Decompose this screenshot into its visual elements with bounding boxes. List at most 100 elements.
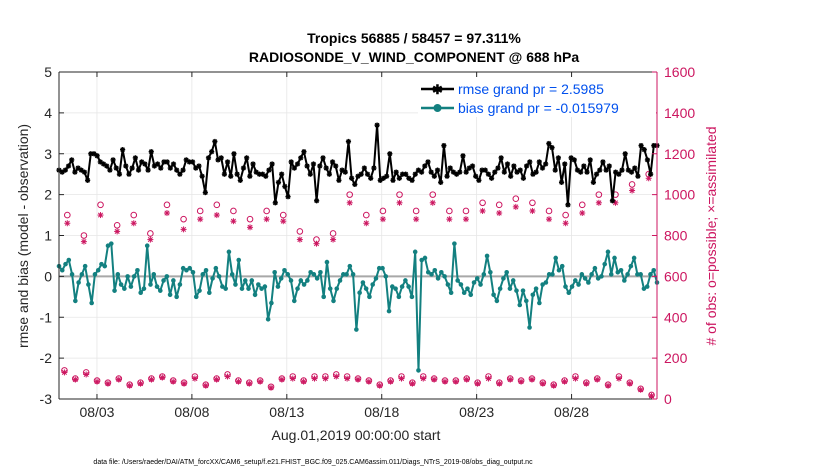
bias-point-75 [301,282,307,287]
legend-bias-label: bias grand pr = -0.015979 [458,100,619,116]
x-tick-label-4: 08/23 [459,404,494,420]
rmse-point-152-stroke-3 [540,165,545,171]
rmse-point-1 [59,169,65,175]
bias-point-172 [618,267,624,273]
obs-large-possible-29 [545,207,553,215]
bias-point-23 [131,274,137,279]
left-tick-label-3: 0 [44,268,52,284]
obs-small-assimilated-24-stroke-3 [322,376,328,382]
bias-point-177 [635,272,640,277]
rmse-point-49-stroke-3 [212,139,218,144]
obs-count-markers-large [64,170,652,247]
rmse-point-59-stroke-3 [244,155,250,161]
rmse-point-135-stroke-3 [486,171,491,177]
rmse-point-100 [374,122,380,128]
obs-small-assimilated-36-stroke-3 [453,379,459,385]
obs-large-possible-11 [246,215,254,223]
right-tick-label-4: 800 [664,228,688,244]
rmse-point-127-stroke-3 [460,153,466,159]
obs-large-assimilated-9-stroke-3 [214,212,220,218]
bias-point-78 [311,272,317,277]
rmse-point-182-stroke-3 [635,173,641,179]
rmse-point-30-stroke-3 [152,163,157,169]
y-axis-label-left: rmse and bias (model - observation) [15,124,31,348]
rmse-point-110 [406,175,412,181]
rmse-point-27 [142,161,148,167]
rmse-point-87-stroke-3 [333,163,339,169]
obs-small-assimilated-9 [159,374,166,381]
rmse-point-137-stroke-3 [492,169,498,175]
rmse-point-157 [555,155,561,161]
rmse-point-132 [476,177,482,183]
rmse-point-166-stroke-3 [584,169,590,175]
bias-point-139 [510,278,516,283]
rmse-point-90-stroke-3 [342,169,348,175]
rmse-point-57-stroke-3 [237,177,243,183]
rmse-point-4-stroke-3 [69,157,75,163]
rmse-point-116 [425,159,431,165]
bias-point-48 [213,265,219,271]
bias-point-60 [252,292,258,298]
bias-point-2 [63,261,68,267]
obs-small-assimilated-16 [235,378,242,385]
obs-small-assimilated-21 [289,375,296,382]
bias-point-4 [69,272,75,277]
rmse-point-46-stroke-3 [202,190,208,195]
right-tick-label-0: 0 [664,391,672,407]
rmse-point-48 [209,149,215,155]
rmse-point-64 [259,171,266,177]
rmse-point-47-stroke-3 [206,155,211,161]
rmse-point-56-stroke-3 [234,171,240,177]
rmse-point-80-stroke-3 [311,161,316,167]
obs-large-assimilated-32 [595,199,602,206]
obs-small-assimilated-1 [72,376,79,383]
rmse-point-103 [384,173,390,179]
rmse-point-186-stroke-3 [648,171,654,177]
rmse-point-186 [648,171,654,177]
legend-rmse-marker: ✱ [432,82,443,97]
obs-large-assimilated-17-stroke-3 [347,200,353,206]
rmse-point-153-stroke-3 [543,161,549,167]
rmse-point-104-stroke-3 [387,151,393,157]
obs-large-possible-24 [462,207,470,215]
rmse-point-131-stroke-3 [473,173,479,179]
rmse-point-46 [202,189,208,196]
rmse-point-66-stroke-3 [266,167,272,173]
bias-point-37 [177,282,183,287]
left-tick-label-5: 2 [44,187,52,203]
bias-point-182 [651,267,657,273]
obs-small-assimilated-8 [148,376,155,383]
rmse-point-81-stroke-3 [314,198,320,204]
rmse-point-106 [393,169,399,175]
rmse-point-117-stroke-3 [428,169,434,175]
bias-point-12 [95,267,101,273]
bias-point-136 [501,276,506,281]
rmse-point-73-stroke-3 [288,159,294,165]
rmse-point-161 [568,155,574,161]
rmse-point-138 [495,165,501,171]
rmse-point-176 [616,171,622,177]
bias-point-176 [631,255,637,261]
obs-large-assimilated-4-stroke-3 [131,220,137,226]
rmse-point-88-stroke-3 [336,177,342,183]
bias-point-28 [148,282,153,287]
left-tick-label-2: -1 [40,309,53,325]
rmse-point-37-stroke-3 [174,167,180,173]
obs-large-assimilated-18-stroke-3 [363,220,369,226]
rmse-point-39-stroke-3 [180,167,186,173]
rmse-point-32 [158,165,164,171]
obs-large-assimilated-1 [80,238,87,245]
rmse-point-161-stroke-3 [568,155,574,161]
bias-point-109 [412,249,418,255]
obs-large-possible-30 [562,211,569,219]
left-tick-label-8: 5 [44,64,52,80]
legend-bias-marker [433,104,442,112]
obs-small-assimilated-30 [387,378,394,385]
obs-large-assimilated-31-stroke-3 [579,210,585,216]
rmse-point-55 [231,151,237,157]
rmse-point-60-stroke-3 [247,173,253,179]
rmse-point-158-stroke-3 [559,179,564,185]
rmse-point-104 [387,151,393,157]
obs-large-assimilated-5 [147,236,154,243]
rmse-point-3-stroke-3 [66,163,71,169]
